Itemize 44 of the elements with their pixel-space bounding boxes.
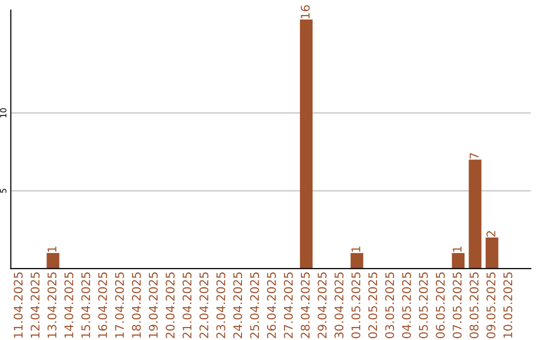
x-tick-label: 19.04.2025 — [148, 272, 158, 338]
bar — [452, 253, 465, 269]
data-label: 16 — [300, 5, 310, 18]
bar — [486, 237, 498, 269]
x-tick-label: 09.05.2025 — [486, 272, 496, 338]
x-tick-label: 30.04.2025 — [334, 272, 344, 338]
x-tick-label: 28.04.2025 — [300, 272, 310, 338]
x-tick-label: 23.04.2025 — [216, 272, 226, 338]
bar — [300, 20, 313, 269]
x-tick-label: 03.05.2025 — [385, 272, 394, 338]
x-tick-label: 25.04.2025 — [250, 272, 260, 338]
data-label: 2 — [486, 231, 496, 237]
x-tick-label: 16.04.2025 — [98, 272, 108, 338]
x-tick-label: 14.04.2025 — [64, 272, 74, 338]
x-tick-label: 05.05.2025 — [418, 272, 428, 338]
x-tick-label: 08.05.2025 — [470, 272, 479, 338]
x-tick-label: 01.05.2025 — [351, 272, 360, 338]
x-tick-label: 27.04.2025 — [284, 272, 293, 338]
y-tick-label: 5 — [0, 188, 6, 193]
bar — [350, 253, 364, 269]
x-tick-label: 12.04.2025 — [30, 272, 40, 338]
x-tick-label: 07.05.2025 — [452, 272, 462, 338]
x-tick-label: 22.04.2025 — [199, 272, 208, 338]
bar — [468, 160, 482, 269]
x-tick-label: 10.05.2025 — [503, 272, 512, 338]
data-label: 1 — [352, 246, 360, 252]
y-tick-label: 10 — [0, 108, 6, 118]
x-tick-label: 04.05.2025 — [402, 272, 411, 338]
data-label: 1 — [452, 246, 462, 252]
x-tick-label: 15.04.2025 — [81, 272, 90, 338]
data-label: 7 — [470, 153, 478, 159]
x-tick-label: 06.05.2025 — [436, 272, 445, 338]
bar — [46, 253, 60, 269]
x-tick-label: 29.04.2025 — [318, 272, 327, 338]
x-tick-label: 20.04.2025 — [166, 272, 175, 338]
x-tick-label: 02.05.2025 — [368, 272, 378, 338]
x-tick-label: 13.04.2025 — [48, 272, 56, 338]
x-tick-label: 11.04.2025 — [14, 272, 23, 338]
x-tick-label: 24.04.2025 — [233, 272, 242, 338]
x-tick-label: 26.04.2025 — [266, 272, 276, 338]
data-label: 1 — [48, 246, 56, 252]
x-tick-label: 18.04.2025 — [132, 272, 141, 338]
x-tick-label: 21.04.2025 — [182, 272, 192, 338]
x-tick-label: 17.04.2025 — [115, 272, 124, 338]
